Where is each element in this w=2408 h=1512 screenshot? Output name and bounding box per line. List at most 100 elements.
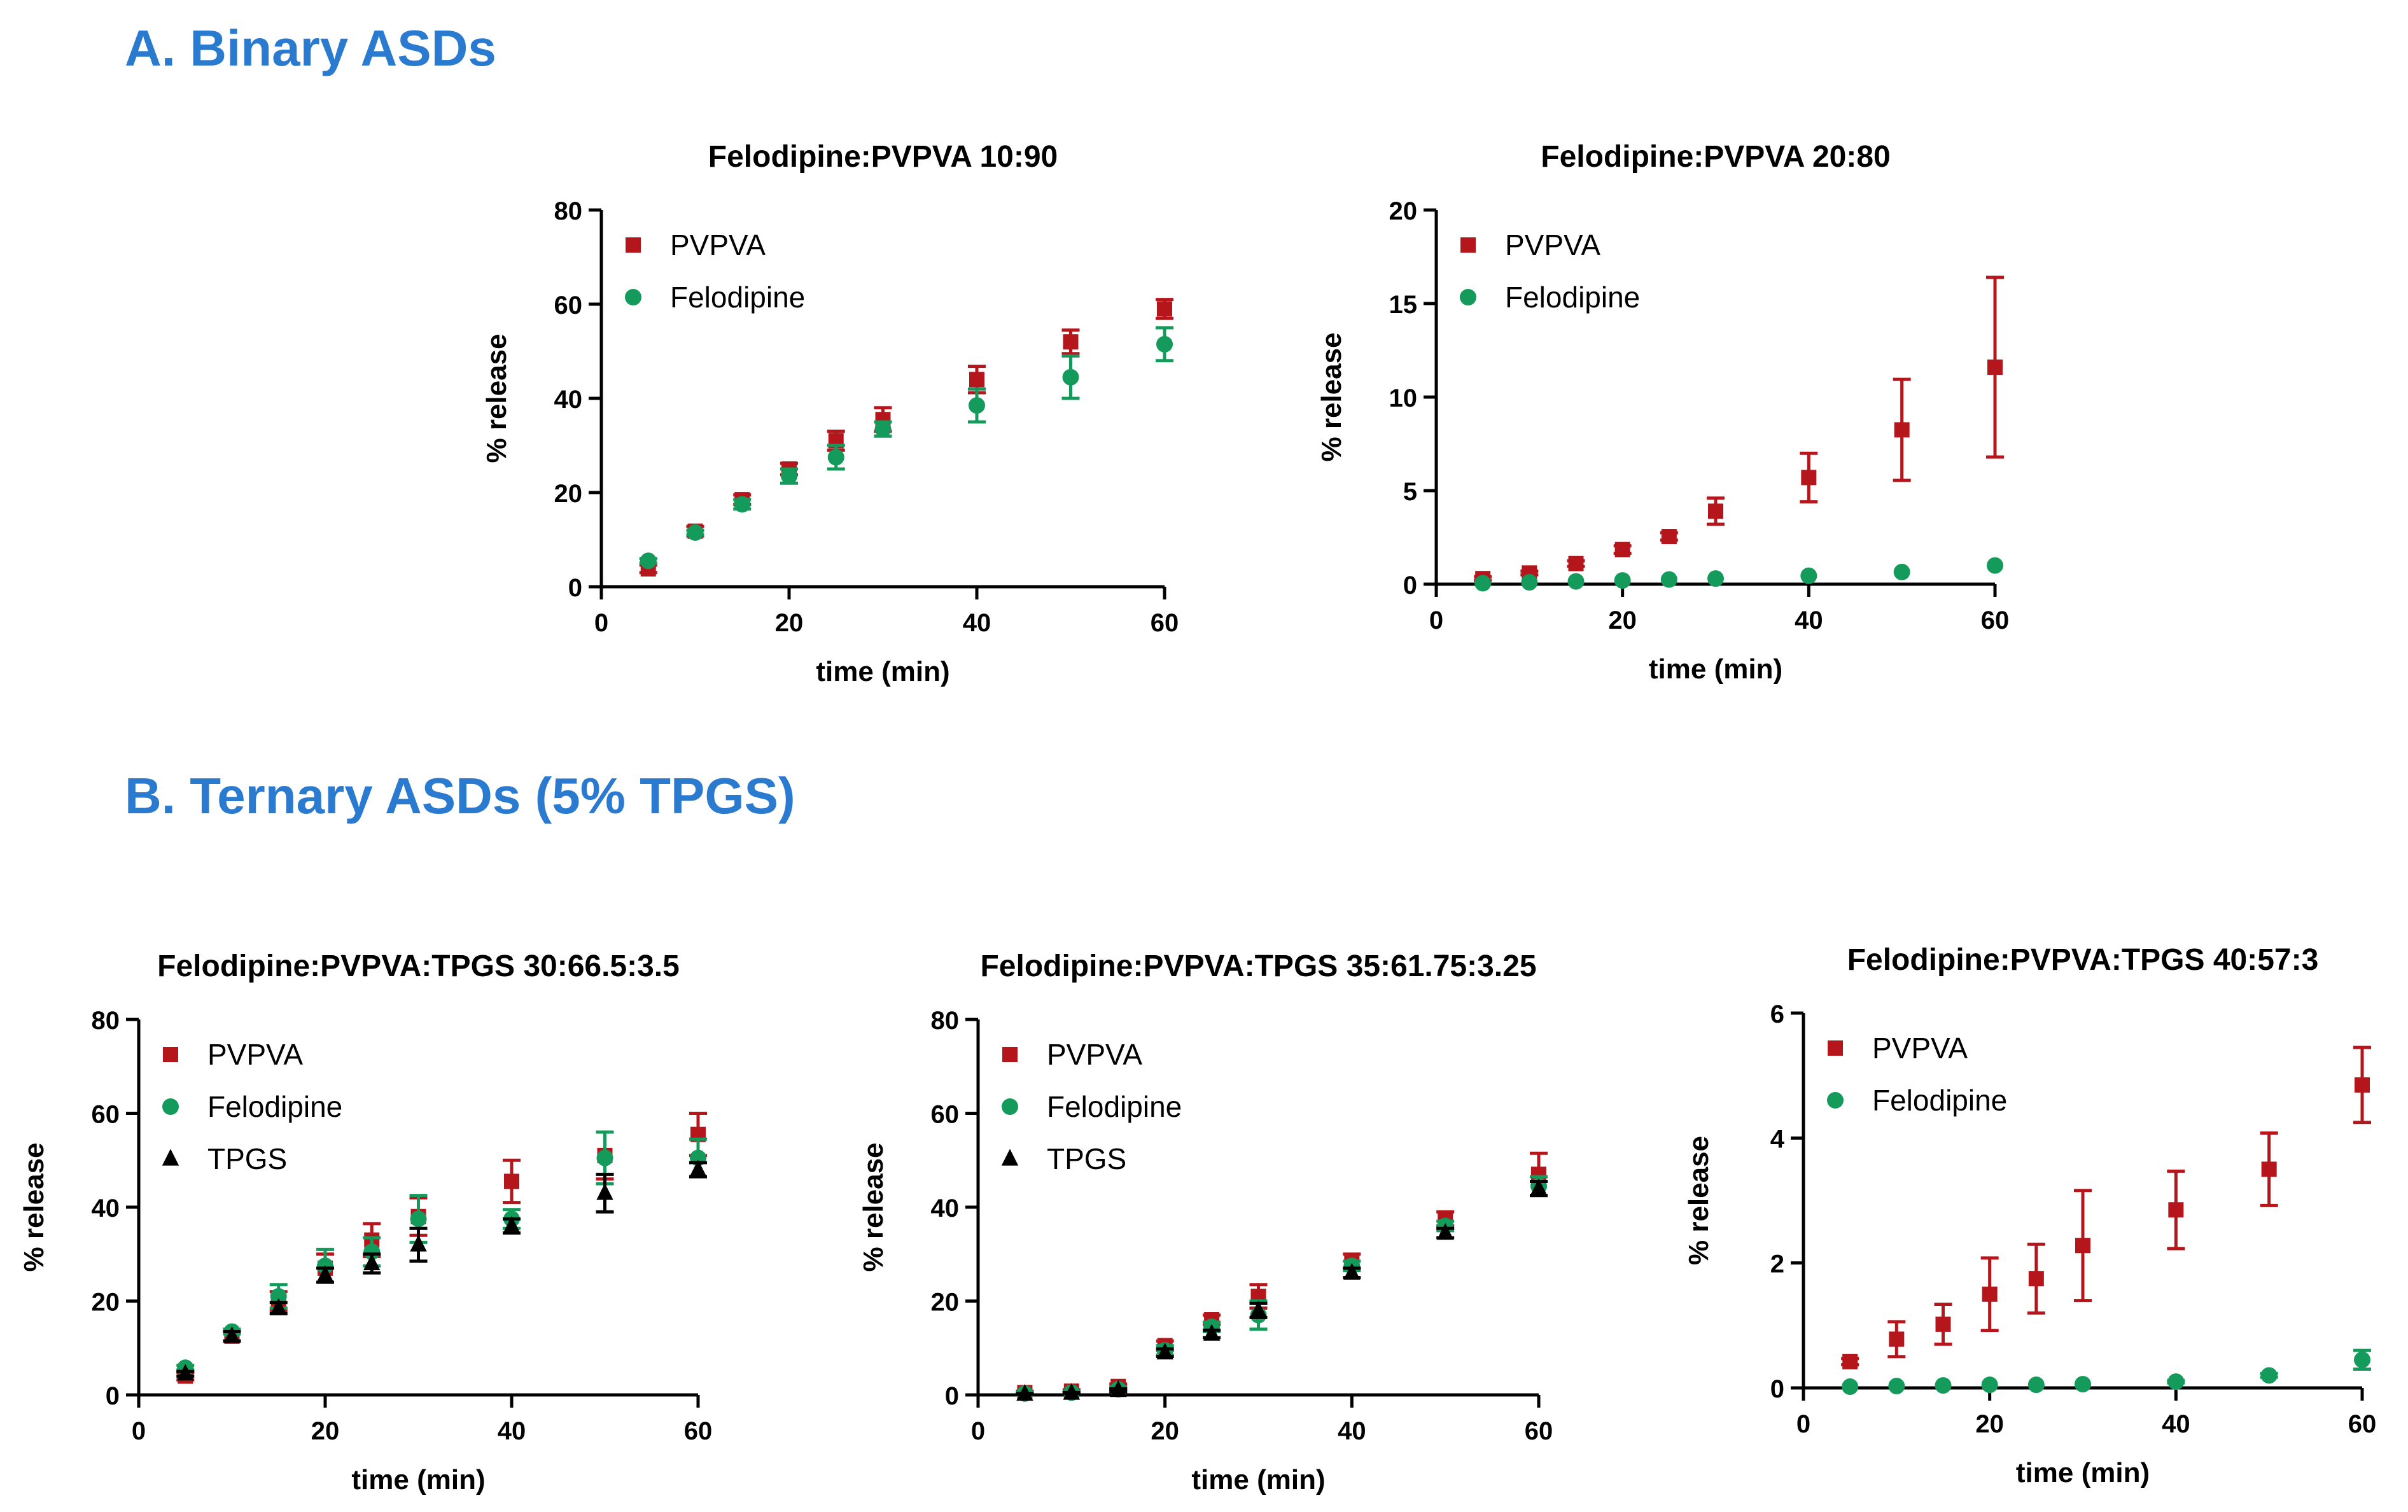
legend-label: PVPVA bbox=[1505, 228, 1600, 262]
x-tick-label: 40 bbox=[963, 609, 991, 637]
data-point-felodipine bbox=[1474, 575, 1492, 592]
data-point-tpgs bbox=[503, 1215, 521, 1233]
x-axis-label: time (min) bbox=[2016, 1457, 2150, 1488]
chart-title: Felodipine:PVPVA 10:90 bbox=[708, 140, 1058, 174]
chart-title: Felodipine:PVPVA 20:80 bbox=[1541, 140, 1890, 174]
data-point-tpgs bbox=[596, 1183, 613, 1200]
data-point-felodipine bbox=[1981, 1376, 1998, 1394]
data-point-pvpva bbox=[1842, 1354, 1858, 1369]
x-tick-label: 60 bbox=[684, 1417, 713, 1445]
data-point-felodipine bbox=[874, 421, 892, 438]
data-point-felodipine bbox=[363, 1243, 381, 1261]
y-tick-label: 80 bbox=[92, 1007, 120, 1035]
y-tick-label: 2 bbox=[1770, 1250, 1784, 1278]
data-point-felodipine bbox=[410, 1210, 427, 1228]
x-tick-label: 0 bbox=[1429, 606, 1443, 634]
y-axis-label: % release bbox=[18, 1142, 50, 1271]
y-tick-label: 4 bbox=[1770, 1125, 1785, 1153]
legend-label: Felodipine bbox=[207, 1090, 342, 1123]
data-point-pvpva bbox=[1894, 422, 1910, 438]
data-point-felodipine bbox=[1660, 571, 1677, 588]
legend-marker-felodipine bbox=[1002, 1098, 1018, 1115]
y-tick-label: 80 bbox=[931, 1007, 960, 1035]
data-point-felodipine bbox=[734, 496, 751, 513]
y-axis-label: % release bbox=[481, 333, 512, 463]
data-point-felodipine bbox=[1888, 1378, 1905, 1395]
legend-label: Felodipine bbox=[1047, 1090, 1182, 1123]
x-tick-label: 60 bbox=[2348, 1410, 2377, 1438]
data-point-tpgs bbox=[363, 1253, 381, 1271]
y-tick-label: 0 bbox=[945, 1382, 959, 1410]
x-axis-label: time (min) bbox=[816, 656, 949, 687]
y-tick-label: 20 bbox=[931, 1289, 960, 1317]
legend-label: Felodipine bbox=[670, 281, 805, 314]
data-point-pvpva bbox=[1982, 1286, 1998, 1302]
data-point-tpgs bbox=[1250, 1300, 1267, 1317]
data-point-pvpva bbox=[1708, 503, 1723, 519]
data-point-tpgs bbox=[410, 1235, 427, 1252]
data-point-pvpva bbox=[2261, 1161, 2277, 1177]
x-tick-label: 20 bbox=[311, 1417, 340, 1445]
data-point-tpgs bbox=[1063, 1383, 1081, 1400]
legend-label: PVPVA bbox=[1872, 1032, 1968, 1065]
y-axis-label: % release bbox=[1316, 332, 1347, 461]
legend-label: PVPVA bbox=[207, 1038, 303, 1071]
data-point-pvpva bbox=[504, 1173, 519, 1189]
data-point-pvpva bbox=[1801, 470, 1817, 486]
data-point-felodipine bbox=[2260, 1367, 2278, 1384]
x-tick-label: 0 bbox=[132, 1417, 146, 1445]
legend-marker-tpgs bbox=[1001, 1149, 1019, 1166]
section-a-title: A. Binary ASDs bbox=[125, 20, 496, 76]
legend-marker-pvpva bbox=[1002, 1047, 1018, 1062]
y-axis-label: % release bbox=[858, 1142, 889, 1271]
data-point-tpgs bbox=[270, 1298, 287, 1315]
x-tick-label: 20 bbox=[1608, 606, 1637, 634]
y-tick-label: 40 bbox=[554, 386, 583, 414]
x-tick-label: 40 bbox=[498, 1417, 526, 1445]
x-axis-label: time (min) bbox=[1191, 1464, 1325, 1495]
y-tick-label: 20 bbox=[92, 1289, 120, 1317]
legend-marker-pvpva bbox=[163, 1047, 178, 1062]
data-point-felodipine bbox=[1935, 1377, 1952, 1394]
data-point-pvpva bbox=[2075, 1238, 2090, 1254]
data-point-felodipine bbox=[1567, 573, 1585, 590]
x-tick-label: 20 bbox=[1151, 1417, 1179, 1445]
data-point-felodipine bbox=[1842, 1378, 1859, 1396]
data-point-felodipine bbox=[1800, 567, 1817, 584]
chart-title: Felodipine:PVPVA:TPGS 30:66.5:3.5 bbox=[157, 949, 680, 983]
y-tick-label: 0 bbox=[1403, 571, 1417, 599]
data-point-tpgs bbox=[223, 1326, 241, 1343]
data-point-felodipine bbox=[2027, 1376, 2045, 1394]
data-point-felodipine bbox=[969, 397, 985, 414]
data-point-tpgs bbox=[316, 1265, 334, 1282]
legend-marker-felodipine bbox=[1460, 289, 1476, 305]
x-tick-label: 40 bbox=[1338, 1417, 1366, 1445]
data-point-tpgs bbox=[1156, 1343, 1173, 1360]
data-point-felodipine bbox=[1614, 572, 1631, 589]
data-point-pvpva bbox=[2168, 1202, 2184, 1218]
data-point-tpgs bbox=[689, 1159, 707, 1177]
legend-label: PVPVA bbox=[1047, 1038, 1142, 1071]
x-tick-label: 20 bbox=[775, 609, 804, 637]
data-point-felodipine bbox=[827, 449, 844, 466]
y-axis-label: % release bbox=[1683, 1136, 1714, 1265]
x-axis-label: time (min) bbox=[351, 1464, 485, 1495]
y-tick-label: 6 bbox=[1770, 1000, 1784, 1028]
data-point-felodipine bbox=[596, 1149, 613, 1166]
data-point-tpgs bbox=[177, 1364, 194, 1381]
legend-label: Felodipine bbox=[1505, 281, 1640, 314]
data-point-pvpva bbox=[2355, 1077, 2370, 1093]
y-tick-label: 0 bbox=[1770, 1375, 1784, 1403]
y-tick-label: 60 bbox=[92, 1101, 120, 1129]
data-point-tpgs bbox=[1203, 1324, 1221, 1341]
data-point-pvpva bbox=[1935, 1316, 1951, 1332]
x-tick-label: 60 bbox=[1525, 1417, 1553, 1445]
data-point-pvpva bbox=[969, 372, 984, 388]
x-tick-label: 0 bbox=[594, 609, 608, 637]
section-b-title: B. Ternary ASDs (5% TPGS) bbox=[125, 767, 795, 824]
data-point-pvpva bbox=[1063, 334, 1079, 350]
data-point-felodipine bbox=[2075, 1376, 2091, 1393]
data-point-felodipine bbox=[781, 468, 797, 485]
x-tick-label: 0 bbox=[1796, 1410, 1810, 1438]
